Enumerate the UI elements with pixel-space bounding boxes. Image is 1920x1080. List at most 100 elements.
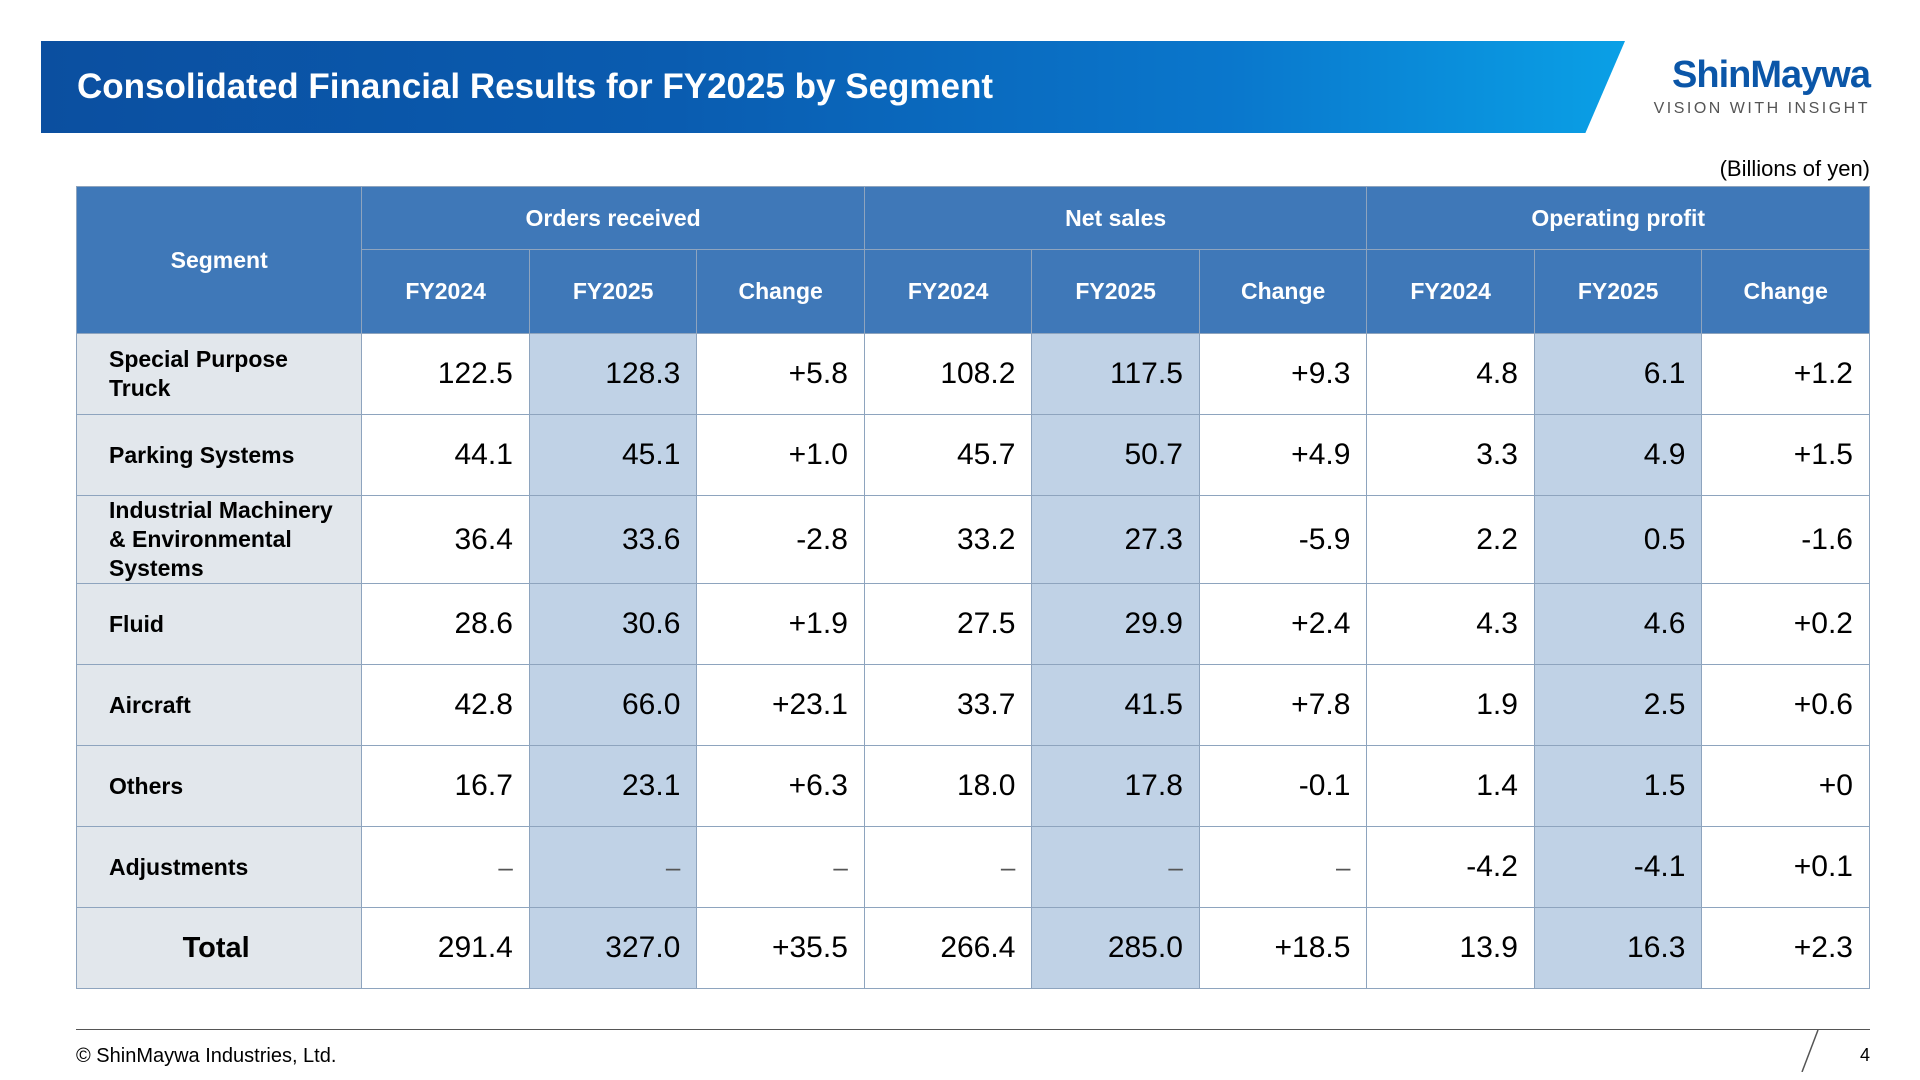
value-cell: 0.5 bbox=[1533, 495, 1703, 584]
unit-note: (Billions of yen) bbox=[1719, 156, 1870, 181]
column-header: Change bbox=[1701, 249, 1870, 334]
segment-name: Adjustments bbox=[75, 826, 363, 908]
column-header: FY2025 bbox=[1533, 249, 1703, 334]
value-cell: +1.5 bbox=[1701, 414, 1870, 496]
total-value-cell: 16.3 bbox=[1533, 907, 1703, 989]
column-header: FY2024 bbox=[863, 249, 1033, 334]
value-cell: 27.3 bbox=[1031, 495, 1200, 584]
logo-tagline: VISION WITH INSIGHT bbox=[1653, 100, 1870, 117]
value-cell: 33.7 bbox=[863, 664, 1033, 746]
copyright: © ShinMaywa Industries, Ltd. bbox=[76, 1045, 337, 1067]
value-cell: 3.3 bbox=[1366, 414, 1535, 496]
value-cell: 1.9 bbox=[1366, 664, 1535, 746]
value-cell: 36.4 bbox=[361, 495, 530, 584]
segment-name: Industrial Machinery & Environmental Sys… bbox=[75, 495, 363, 584]
value-cell: 44.1 bbox=[361, 414, 530, 496]
value-cell: 4.9 bbox=[1533, 414, 1703, 496]
total-value-cell: +18.5 bbox=[1198, 907, 1368, 989]
segment-header: Segment bbox=[75, 186, 363, 334]
value-cell: 122.5 bbox=[361, 333, 530, 415]
value-cell: +6.3 bbox=[696, 745, 865, 827]
table-row: Parking Systems 44.1 45.1 +1.0 45.7 50.7… bbox=[75, 414, 1870, 496]
group-header-net-sales: Net sales bbox=[863, 186, 1368, 250]
value-cell: 6.1 bbox=[1533, 333, 1703, 415]
column-header: FY2024 bbox=[361, 249, 530, 334]
segment-name: Fluid bbox=[75, 583, 363, 665]
value-cell: +5.8 bbox=[696, 333, 865, 415]
page-number: 4 bbox=[1859, 1045, 1870, 1065]
value-cell: 45.7 bbox=[863, 414, 1033, 496]
value-cell: 4.8 bbox=[1366, 333, 1535, 415]
total-value-cell: +2.3 bbox=[1701, 907, 1870, 989]
value-cell: – bbox=[863, 826, 1033, 908]
value-cell: 27.5 bbox=[863, 583, 1033, 665]
group-header-operating-profit: Operating profit bbox=[1366, 186, 1870, 250]
value-cell: -4.1 bbox=[1533, 826, 1703, 908]
title-banner: Consolidated Financial Results for FY202… bbox=[41, 41, 1625, 133]
value-cell: +7.8 bbox=[1198, 664, 1368, 746]
value-cell: +4.9 bbox=[1198, 414, 1368, 496]
value-cell: 45.1 bbox=[528, 414, 698, 496]
value-cell: 50.7 bbox=[1031, 414, 1200, 496]
value-cell: 33.2 bbox=[863, 495, 1033, 584]
value-cell: +1.2 bbox=[1701, 333, 1870, 415]
value-cell: +0 bbox=[1701, 745, 1870, 827]
column-header: Change bbox=[696, 249, 865, 334]
value-cell: 66.0 bbox=[528, 664, 698, 746]
value-cell: 29.9 bbox=[1031, 583, 1200, 665]
value-cell: 41.5 bbox=[1031, 664, 1200, 746]
value-cell: 2.5 bbox=[1533, 664, 1703, 746]
value-cell: – bbox=[1031, 826, 1200, 908]
value-cell: +1.0 bbox=[696, 414, 865, 496]
value-cell: 2.2 bbox=[1366, 495, 1535, 584]
table-row: Fluid 28.6 30.6 +1.9 27.5 29.9 +2.4 4.3 … bbox=[75, 583, 1870, 665]
table-row: Special Purpose Truck 122.5 128.3 +5.8 1… bbox=[75, 333, 1870, 415]
value-cell: 16.7 bbox=[361, 745, 530, 827]
footer-divider bbox=[76, 1029, 1870, 1030]
segment-name: Special Purpose Truck bbox=[75, 333, 363, 415]
value-cell: 4.6 bbox=[1533, 583, 1703, 665]
column-header: FY2024 bbox=[1366, 249, 1535, 334]
total-value-cell: +35.5 bbox=[696, 907, 865, 989]
value-cell: – bbox=[1198, 826, 1368, 908]
value-cell: 18.0 bbox=[863, 745, 1033, 827]
table-row: Others 16.7 23.1 +6.3 18.0 17.8 -0.1 1.4… bbox=[75, 745, 1870, 827]
value-cell: +23.1 bbox=[696, 664, 865, 746]
value-cell: 108.2 bbox=[863, 333, 1033, 415]
value-cell: +2.4 bbox=[1198, 583, 1368, 665]
table-row: Adjustments – – – – – – -4.2 -4.1 +0.1 bbox=[75, 826, 1870, 908]
value-cell: 23.1 bbox=[528, 745, 698, 827]
value-cell: 4.3 bbox=[1366, 583, 1535, 665]
value-cell: – bbox=[696, 826, 865, 908]
segment-name: Parking Systems bbox=[75, 414, 363, 496]
segment-name: Others bbox=[75, 745, 363, 827]
value-cell: 28.6 bbox=[361, 583, 530, 665]
total-value-cell: 285.0 bbox=[1031, 907, 1200, 989]
group-header-orders: Orders received bbox=[361, 186, 865, 250]
footer-slash-decoration bbox=[1801, 1030, 1819, 1072]
value-cell: -2.8 bbox=[696, 495, 865, 584]
segment-results-table: Segment Orders received Net sales Operat… bbox=[75, 186, 1870, 989]
value-cell: -0.1 bbox=[1198, 745, 1368, 827]
value-cell: +9.3 bbox=[1198, 333, 1368, 415]
value-cell: -5.9 bbox=[1198, 495, 1368, 584]
logo-name: ShinMaywa bbox=[1672, 54, 1871, 96]
value-cell: 1.5 bbox=[1533, 745, 1703, 827]
value-cell: -4.2 bbox=[1366, 826, 1535, 908]
total-value-cell: 291.4 bbox=[361, 907, 530, 989]
segment-name: Aircraft bbox=[75, 664, 363, 746]
page-title: Consolidated Financial Results for FY202… bbox=[77, 67, 994, 106]
value-cell: 30.6 bbox=[528, 583, 698, 665]
total-row: Total 291.4 327.0 +35.5 266.4 285.0 +18.… bbox=[75, 907, 1870, 989]
total-label: Total bbox=[75, 907, 363, 989]
table-row: Industrial Machinery & Environmental Sys… bbox=[75, 495, 1870, 584]
value-cell: 17.8 bbox=[1031, 745, 1200, 827]
total-value-cell: 327.0 bbox=[528, 907, 698, 989]
value-cell: +0.2 bbox=[1701, 583, 1870, 665]
value-cell: +0.6 bbox=[1701, 664, 1870, 746]
value-cell: 33.6 bbox=[528, 495, 698, 584]
value-cell: 42.8 bbox=[361, 664, 530, 746]
total-value-cell: 266.4 bbox=[863, 907, 1033, 989]
value-cell: – bbox=[361, 826, 530, 908]
